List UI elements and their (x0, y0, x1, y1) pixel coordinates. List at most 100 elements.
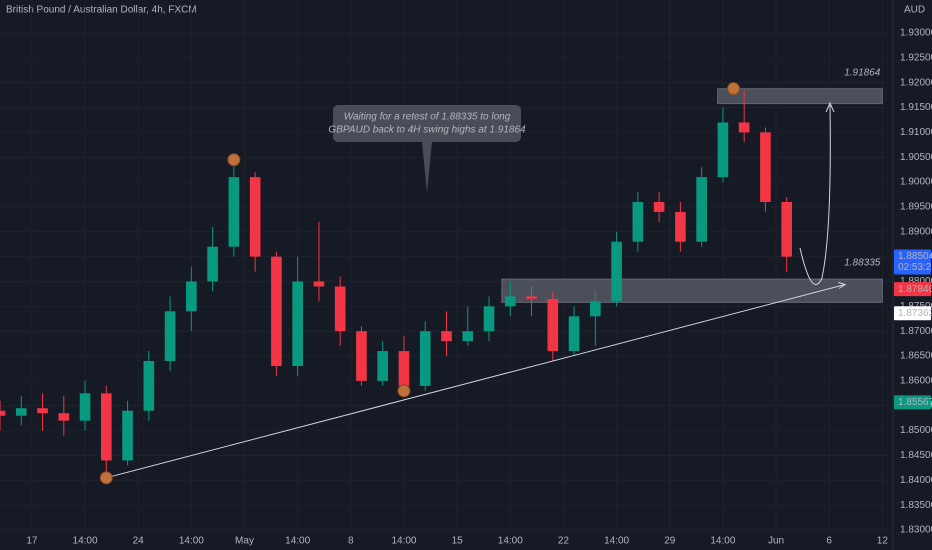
y-tick-label: 1.83500 (900, 500, 932, 511)
candle-body (249, 177, 261, 257)
arrow-head (825, 101, 835, 113)
countdown: 02:53:24 (898, 262, 932, 273)
x-tick-label: 14:00 (498, 536, 523, 547)
candle-body (377, 351, 389, 381)
axes: 1.93000 1.92500 1.92000 1.91500 1.91000 1.905… (26, 28, 932, 547)
zone-label: 1.88335 (844, 258, 881, 269)
x-tick-label: 14:00 (604, 536, 629, 547)
zone (501, 278, 883, 303)
y-tick-label: 1.86000 (900, 376, 932, 387)
y-tick-label: 1.84500 (900, 450, 932, 461)
candle-body (781, 201, 793, 257)
y-tick-label: 1.90000 (900, 177, 932, 188)
y-tick-label: 1.89500 (900, 202, 932, 213)
candle-body (398, 351, 410, 386)
swing-point (227, 153, 241, 167)
candle-body (292, 281, 303, 366)
x-tick-label: 14:00 (391, 536, 416, 547)
y-tick-label: 1.92000 (900, 77, 932, 88)
callout (333, 105, 521, 193)
swing-point (99, 471, 113, 485)
x-tick-label: 14:00 (73, 536, 98, 547)
y-tick-label: 1.90500 (900, 152, 932, 163)
zone (717, 88, 883, 105)
candle-body (462, 331, 474, 342)
x-tick-label: Jun (768, 536, 784, 547)
zone-label: 1.91864 (844, 67, 881, 78)
candle-body (0, 410, 6, 416)
price-tag-label: 1.87362 (898, 308, 932, 319)
x-tick-label: 8 (348, 536, 354, 547)
x-tick-label: 24 (133, 536, 145, 547)
candle-body (483, 306, 495, 332)
candle-body (653, 201, 665, 212)
y-tick-label: 1.93000 (900, 28, 932, 39)
price-tag-label: 1.88504 (898, 251, 932, 262)
candle-body (632, 201, 644, 242)
price-tag (894, 282, 931, 297)
candle-body (15, 408, 27, 416)
candle-body (590, 301, 601, 317)
price-tag (894, 306, 931, 321)
candle-body (441, 331, 452, 342)
swing-point (727, 82, 741, 96)
x-tick-label: May (235, 536, 254, 547)
y-tick-label: 1.91500 (900, 102, 932, 113)
y-tick-label: 1.91000 (900, 127, 932, 138)
y-tick-label: 1.84000 (900, 475, 932, 486)
price-tag-label: 1.85567 (898, 397, 932, 408)
projection-arrow (799, 104, 831, 285)
x-tick-label: 17 (26, 536, 38, 547)
candle-body (122, 410, 133, 461)
candle-body (334, 286, 346, 332)
candles (0, 82, 847, 485)
y-tick-label: 1.86500 (900, 351, 932, 362)
candle-body (100, 393, 112, 461)
x-tick-label: 12 (877, 536, 889, 547)
candle-body (37, 408, 48, 414)
candle-body (186, 281, 197, 312)
candle-body (675, 211, 686, 242)
candle-body (143, 361, 155, 411)
candle-body (547, 298, 559, 352)
y-tick-label: 1.85000 (900, 425, 932, 436)
candle-body (313, 281, 325, 287)
x-tick-label: 6 (826, 536, 832, 547)
x-tick-label: 14:00 (710, 536, 735, 547)
candle-body (164, 311, 176, 362)
candle-body (356, 331, 367, 381)
candle-body (568, 316, 580, 352)
x-tick-label: 14:00 (285, 536, 310, 547)
candle-body (79, 393, 91, 421)
y-tick-label: 1.83000 (900, 525, 932, 536)
grid (0, 0, 893, 532)
annotation-text: GBPAUD back to 4H swing highs at 1.91864 (328, 125, 526, 136)
candle-body (271, 256, 282, 366)
y-tick-label: 1.88000 (900, 276, 932, 287)
candle-body (611, 241, 622, 302)
swing-point (397, 384, 411, 398)
x-tick-label: 14:00 (179, 536, 204, 547)
price-tag (894, 249, 931, 275)
x-tick-label: 29 (664, 536, 676, 547)
candle-body (760, 132, 771, 202)
currency-label: AUD (904, 5, 925, 16)
candle-body (696, 177, 707, 242)
x-tick-label: 15 (452, 536, 464, 547)
y-tick-label: 1.92500 (900, 52, 932, 63)
x-tick-label: 22 (558, 536, 570, 547)
chart-title: British Pound / Australian Dollar, 4h, F… (6, 5, 197, 16)
price-tag-label: 1.87846 (898, 284, 932, 295)
y-tick-label: 1.87000 (900, 326, 932, 337)
zones: 1.91864 1.88335 (501, 67, 883, 303)
candle-body (58, 413, 70, 421)
candle-body (738, 122, 750, 133)
candle-body (419, 331, 431, 386)
y-tick-label: 1.89000 (900, 226, 932, 237)
trendline (106, 283, 846, 479)
trendline-arrow (838, 282, 847, 289)
candle-body (207, 246, 218, 282)
candle-body (526, 296, 537, 299)
annotation-box: Waiting for a retest of 1.88335 to long G… (328, 105, 526, 193)
